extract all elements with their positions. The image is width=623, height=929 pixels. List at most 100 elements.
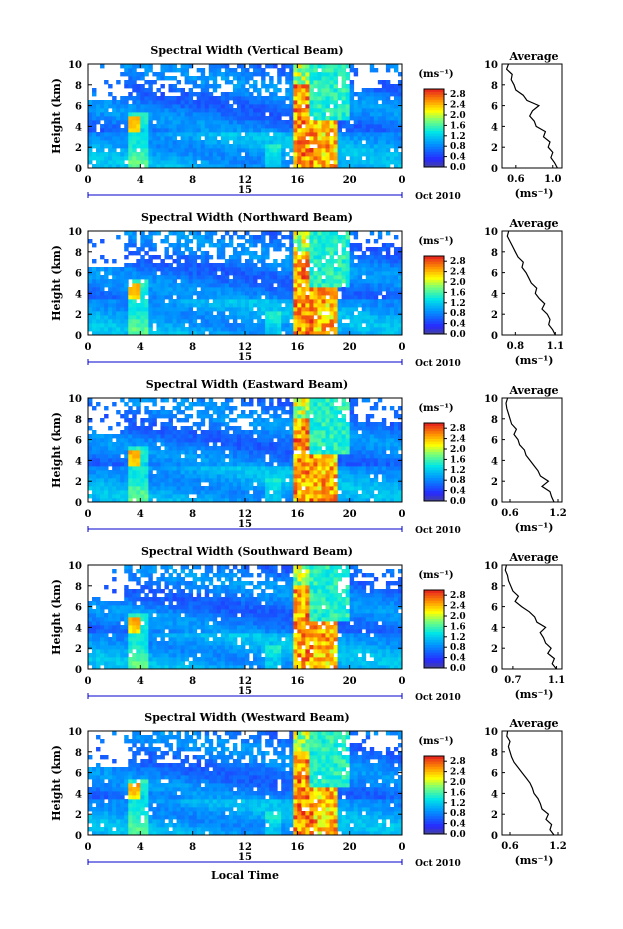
heatmap-cell: [176, 80, 181, 85]
heatmap-cell: [216, 458, 222, 463]
heatmap-cell: [92, 434, 97, 439]
heatmap-cell: [100, 470, 105, 475]
heatmap-cell: [164, 152, 169, 157]
heatmap-cell: [365, 287, 371, 292]
heatmap-cell: [160, 100, 165, 105]
heatmap-cell: [289, 474, 294, 479]
heatmap-cell: [196, 112, 202, 117]
heatmap-cell: [249, 414, 254, 419]
heatmap-cell: [325, 490, 330, 495]
heatmap-cell: [188, 287, 194, 292]
heatmap-cell: [345, 327, 351, 332]
heatmap-cell: [240, 474, 246, 479]
heatmap-cell: [373, 255, 379, 260]
heatmap-cell: [160, 450, 165, 455]
heatmap-cell: [196, 148, 202, 153]
heatmap-cell: [136, 160, 141, 165]
heatmap-cell: [160, 112, 165, 117]
heatmap-cell: [261, 287, 266, 292]
heatmap-cell: [249, 160, 254, 165]
heatmap-cell: [321, 128, 326, 133]
heatmap-cell: [128, 422, 133, 427]
heatmap-cell: [289, 267, 294, 272]
heatmap-cell: [168, 156, 173, 161]
heatmap-cell: [216, 132, 222, 137]
heatmap-cell: [357, 271, 363, 276]
heatmap-cell: [369, 128, 375, 133]
heatmap-cell: [112, 331, 117, 336]
heatmap-cell: [245, 76, 250, 81]
heatmap-cell: [196, 104, 202, 109]
heatmap-cell: [249, 132, 254, 137]
heatmap-cell: [100, 486, 105, 491]
heatmap-cell: [192, 438, 198, 443]
heatmap-cell: [176, 450, 181, 455]
heatmap-cell: [349, 68, 355, 73]
heatmap-cell: [309, 156, 314, 161]
heatmap-cell: [393, 128, 399, 133]
heatmap-cell: [257, 474, 262, 479]
heatmap-cell: [377, 144, 383, 149]
heatmap-cell: [184, 243, 190, 248]
heatmap-cell: [337, 307, 343, 312]
heatmap-cell: [245, 88, 250, 93]
heatmap-cell: [309, 327, 314, 332]
heatmap-cell: [240, 295, 246, 300]
heatmap-cell: [285, 466, 290, 471]
heatmap-cell: [96, 291, 101, 296]
heatmap-cell: [108, 482, 113, 487]
heatmap-cell: [313, 275, 318, 280]
heatmap-cell: [172, 96, 177, 101]
heatmap-cell: [377, 132, 383, 137]
heatmap-cell: [381, 96, 387, 101]
heatmap-cell: [249, 315, 254, 320]
heatmap-cell: [104, 474, 109, 479]
heatmap-cell: [156, 140, 161, 145]
heatmap-cell: [345, 128, 351, 133]
heatmap-cell: [349, 295, 355, 300]
heatmap-cell: [240, 410, 246, 415]
heatmap-cell: [220, 251, 226, 256]
heatmap-cell: [325, 275, 330, 280]
heatmap-cell: [216, 319, 222, 324]
heatmap-cell: [236, 434, 242, 439]
heatmap-cell: [180, 331, 186, 336]
heatmap-cell: [148, 160, 153, 165]
heatmap-cell: [297, 96, 302, 101]
heatmap-cell: [293, 128, 298, 133]
heatmap-cell: [172, 104, 177, 109]
heatmap-cell: [289, 120, 294, 125]
heatmap-cell: [281, 494, 286, 499]
heatmap-cell: [305, 311, 310, 316]
heatmap-cell: [345, 235, 351, 240]
heatmap-cell: [104, 494, 109, 499]
heatmap-cell: [108, 160, 113, 165]
heatmap-cell: [333, 295, 338, 300]
heatmap-cell: [265, 116, 270, 121]
heatmap-cell: [108, 295, 113, 300]
heatmap-cell: [297, 164, 302, 169]
heatmap-cell: [289, 454, 294, 459]
heatmap-cell: [100, 279, 105, 284]
heatmap-cell: [192, 231, 198, 236]
heatmap-cell: [289, 450, 294, 455]
colorbar-swatch: [424, 161, 444, 165]
colorbar-swatch: [424, 269, 444, 272]
heatmap-cell: [281, 430, 286, 435]
heatmap-cell: [200, 311, 206, 316]
heatmap-cell: [116, 144, 121, 149]
heatmap-cell: [361, 104, 367, 109]
heatmap-cell: [132, 319, 137, 324]
heatmap-cell: [261, 116, 266, 121]
heatmap-cell: [140, 96, 145, 101]
heatmap-cell: [369, 152, 375, 157]
heatmap-cell: [212, 478, 218, 483]
heatmap-cell: [128, 239, 133, 244]
heatmap-cell: [140, 478, 145, 483]
heatmap-cell: [245, 156, 250, 161]
heatmap-cells: [88, 64, 403, 169]
heatmap-cell: [212, 442, 218, 447]
heatmap-cell: [184, 494, 190, 499]
heatmap-cell: [204, 251, 210, 256]
heatmap-cell: [269, 422, 274, 427]
